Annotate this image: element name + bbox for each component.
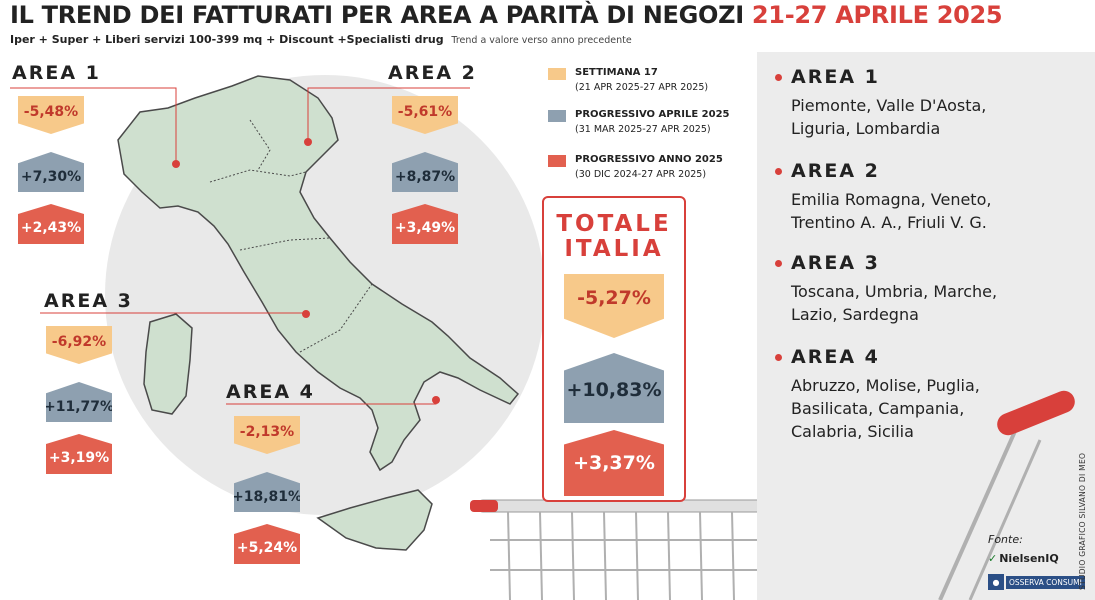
area2-aprile: +8,87% (394, 169, 456, 185)
area4-aprile: +18,81% (231, 489, 303, 505)
bullet-icon (775, 168, 782, 175)
nielseniq-mark-icon: ✓ (988, 552, 998, 565)
italy-mainland (117, 75, 520, 472)
area1-label: AREA 1 (12, 62, 101, 84)
region-border-east (249, 119, 271, 171)
osserva-consumi-icon: ● (988, 574, 1004, 590)
area1-marker (172, 160, 180, 168)
region-border-north (209, 169, 307, 183)
area1-aprile: +7,30% (20, 169, 82, 185)
region-border-center (239, 237, 331, 251)
totale-line2: ITALIA (564, 236, 664, 262)
region-area4-line1: Abruzzo, Molise, Puglia, (791, 376, 980, 395)
totale-anno: +3,37% (573, 452, 655, 474)
region-area4-line3: Calabria, Sicilia (791, 422, 914, 441)
area3-aprile: +11,77% (43, 399, 115, 415)
osserva-consumi-logo: ● OSSERVA CONSUMI (988, 574, 1085, 590)
title-date: 21-27 APRILE 2025 (751, 1, 1003, 29)
subtitle-text: Iper + Super + Liberi servizi 100-399 mq… (10, 33, 444, 46)
region-area3-line2: Lazio, Sardegna (791, 305, 919, 324)
area4-anno: +5,24% (236, 540, 298, 556)
area4-settimana: -2,13% (239, 424, 295, 440)
region-area4-list: Abruzzo, Molise, Puglia, Basilicata, Cam… (791, 374, 980, 443)
area1-anno-badge: +2,43% (18, 204, 84, 244)
area1-leader (10, 87, 177, 163)
totale-line1: TOTALE (556, 211, 672, 237)
area3-label: AREA 3 (44, 290, 133, 312)
legend-aprile-swatch (548, 110, 566, 122)
totale-aprile-badge: +10,83% (564, 353, 664, 423)
area2-marker (304, 138, 312, 146)
legend-aprile-dates: (31 MAR 2025-27 APR 2025) (575, 124, 711, 135)
totale-italia-title: TOTALE ITALIA (544, 212, 684, 262)
area2-anno: +3,49% (394, 220, 456, 236)
sicily (316, 489, 433, 551)
region-area3-line1: Toscana, Umbria, Marche, (791, 282, 998, 301)
legend-settimana-title: SETTIMANA 17 (575, 67, 658, 78)
source-label: Fonte: (988, 533, 1023, 546)
region-area2-list: Emilia Romagna, Veneto, Trentino A. A., … (791, 188, 991, 234)
region-area4-label: AREA 4 (791, 346, 880, 368)
legend-anno-title: PROGRESSIVO ANNO 2025 (575, 154, 723, 165)
area2-anno-badge: +3,49% (392, 204, 458, 244)
area4-marker (432, 396, 440, 404)
totale-aprile: +10,83% (566, 379, 662, 401)
area4-anno-badge: +5,24% (234, 524, 300, 564)
area3-marker (302, 310, 310, 318)
legend-anno-swatch (548, 155, 566, 167)
nielseniq-logo: ✓ NielsenIQ (988, 552, 1059, 565)
region-area3-list: Toscana, Umbria, Marche, Lazio, Sardegna (791, 280, 997, 326)
page-title: IL TREND DEI FATTURATI PER AREA A PARITÀ… (10, 0, 1003, 30)
region-area3-label: AREA 3 (791, 252, 880, 274)
region-area4-line2: Basilicata, Campania, (791, 399, 965, 418)
region-area2-line2: Trentino A. A., Friuli V. G. (791, 213, 987, 232)
title-main: IL TREND DEI FATTURATI PER AREA A PARITÀ… (10, 1, 744, 29)
legend-settimana-swatch (548, 68, 566, 80)
subtitle: Iper + Super + Liberi servizi 100-399 mq… (10, 33, 632, 46)
area2-settimana-badge: -5,61% (392, 96, 458, 134)
region-area1-line1: Piemonte, Valle D'Aosta, (791, 96, 987, 115)
totale-anno-badge: +3,37% (564, 430, 664, 496)
area3-settimana: -6,92% (51, 334, 107, 350)
totale-settimana-badge: -5,27% (564, 274, 664, 338)
region-area1-line2: Liguria, Lombardia (791, 119, 941, 138)
area2-leader (307, 87, 470, 142)
bullet-icon (775, 260, 782, 267)
area2-settimana: -5,61% (397, 104, 453, 120)
area1-settimana: -5,48% (23, 104, 79, 120)
bullet-icon (775, 354, 782, 361)
region-border-south (299, 283, 373, 353)
region-area2-label: AREA 2 (791, 160, 880, 182)
totale-italia-panel: TOTALE ITALIA -5,27% +10,83% +3,37% (542, 196, 686, 502)
legend-anno-dates: (30 DIC 2024-27 APR 2025) (575, 169, 707, 180)
legend-settimana-dates: (21 APR 2025-27 APR 2025) (575, 82, 709, 93)
region-area1-label: AREA 1 (791, 66, 880, 88)
region-area1-list: Piemonte, Valle D'Aosta, Liguria, Lombar… (791, 94, 986, 140)
subtitle-note: Trend a valore verso anno precedente (451, 35, 632, 46)
regions-panel: AREA 1 Piemonte, Valle D'Aosta, Liguria,… (757, 52, 1095, 600)
cart-handle (938, 390, 1075, 600)
sardinia (143, 313, 193, 415)
bullet-icon (775, 74, 782, 81)
region-area2-line1: Emilia Romagna, Veneto, (791, 190, 992, 209)
legend-aprile-title: PROGRESSIVO APRILE 2025 (575, 109, 730, 120)
osserva-consumi-name: OSSERVA CONSUMI (1006, 575, 1085, 589)
area4-label: AREA 4 (226, 381, 315, 403)
credit-text: STUDIO GRAFICO SILVANO DI MEO (1078, 452, 1087, 590)
area2-label: AREA 2 (388, 62, 477, 84)
shopping-cart-illustration (470, 499, 760, 600)
area3-anno: +3,19% (48, 450, 110, 466)
totale-settimana: -5,27% (577, 287, 651, 309)
area1-anno: +2,43% (20, 220, 82, 236)
nielseniq-name: NielsenIQ (999, 552, 1059, 565)
